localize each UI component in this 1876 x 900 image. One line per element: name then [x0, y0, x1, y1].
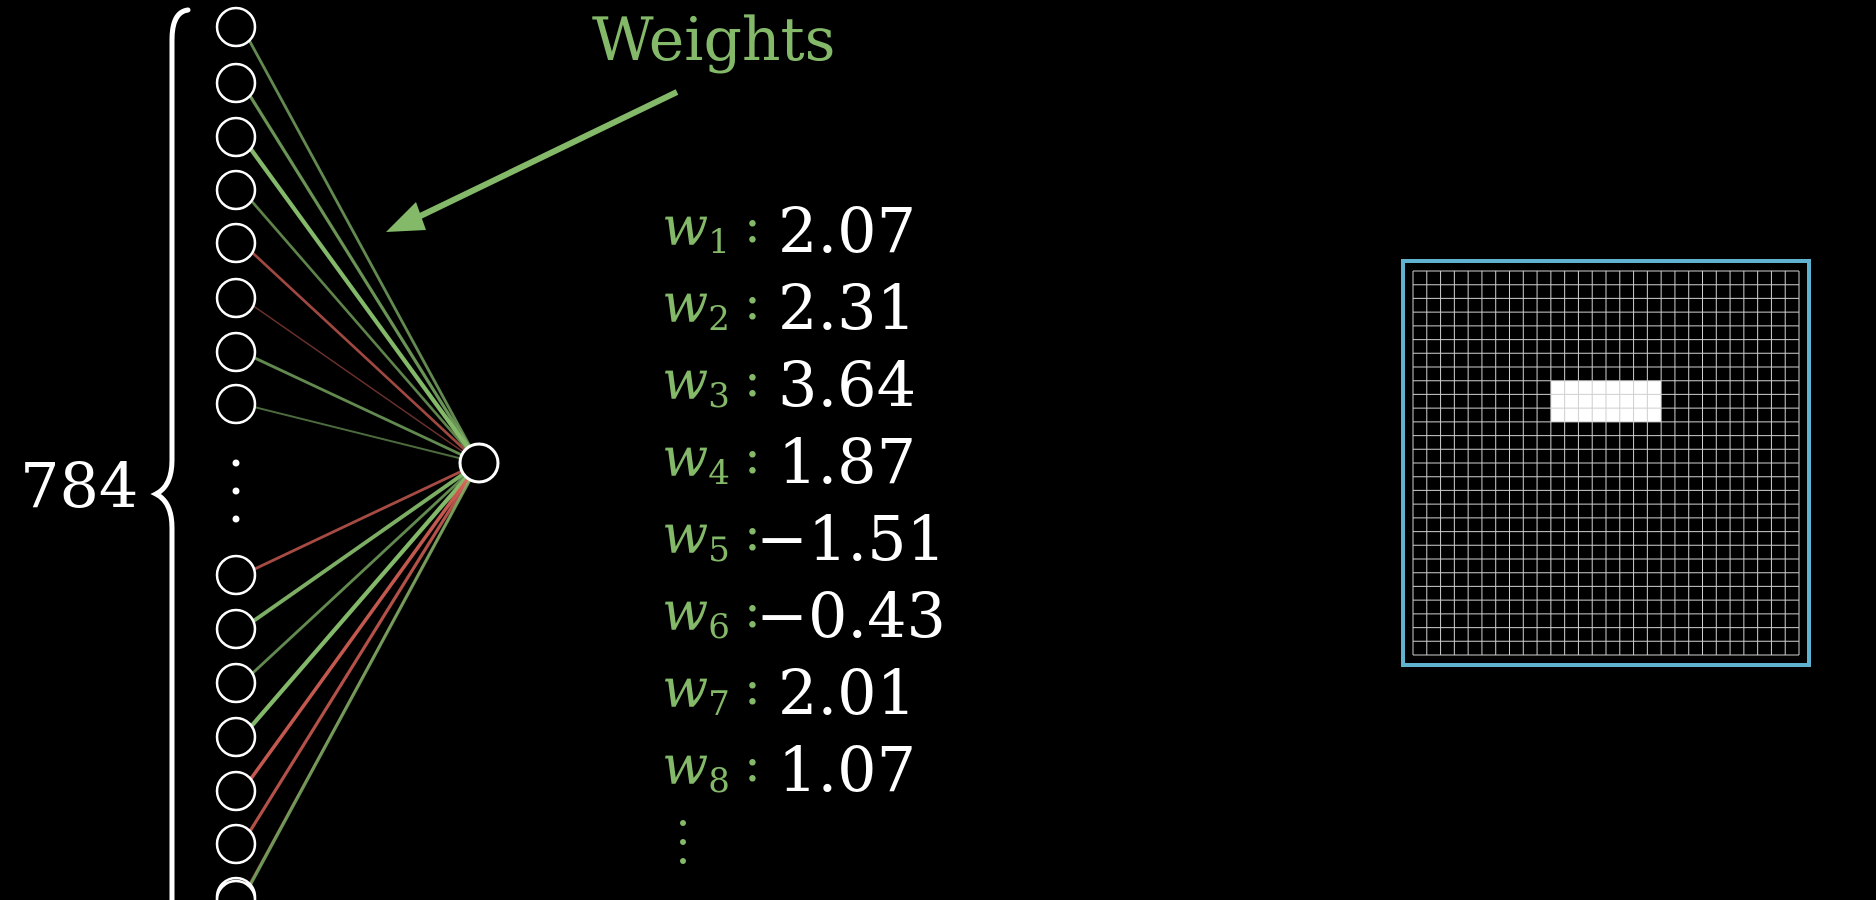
weight-connection-neg [241, 297, 480, 464]
weight-name: w5 [662, 503, 730, 570]
weights-ellipsis [680, 820, 692, 877]
weight-connection-neg [240, 461, 481, 793]
input-neuron [215, 116, 257, 158]
weight-connection-neg [240, 462, 481, 845]
weight-value: −0.43 [756, 579, 946, 652]
weight-value: −1.51 [756, 502, 946, 575]
input-brace [150, 7, 191, 900]
input-count-label: 784 [20, 449, 139, 522]
weight-connection-neg [241, 242, 480, 464]
weights-arrow-head [386, 202, 426, 232]
weight-value: 2.01 [778, 656, 917, 729]
weights-arrow-shaft [410, 89, 679, 223]
weight-value: 1.07 [778, 733, 917, 806]
input-neuron [215, 770, 257, 812]
input-neuron [215, 608, 257, 650]
input-neuron [215, 879, 257, 900]
weight-name: w2 [662, 272, 730, 339]
weight-name: w6 [662, 580, 730, 647]
pixel-grid [1401, 259, 1811, 667]
input-neuron [215, 331, 257, 373]
weight-name: w8 [662, 734, 730, 801]
weight-connection-pos [240, 462, 481, 900]
ellipsis-dot [232, 487, 240, 495]
input-neurons [215, 6, 257, 900]
weight-connection-pos [240, 135, 481, 465]
input-neuron [215, 662, 257, 704]
weight-connection-pos [241, 461, 480, 685]
input-neuron [215, 222, 257, 264]
weight-name: w3 [662, 349, 730, 416]
weight-value: 2.07 [778, 194, 917, 267]
input-neuron [215, 62, 257, 104]
weight-value: 1.87 [778, 425, 917, 498]
weights-title: Weights [592, 5, 836, 75]
weight-value: 3.64 [778, 348, 917, 421]
weight-connection-pos [241, 403, 480, 464]
weight-connection-pos [240, 461, 481, 631]
input-neuron [215, 6, 257, 48]
input-ellipsis [232, 459, 240, 523]
input-neuron [215, 169, 257, 211]
weight-connections [240, 26, 481, 900]
weight-value: 2.31 [778, 271, 917, 344]
weight-connection-neg [241, 461, 480, 577]
input-neuron [215, 277, 257, 319]
input-neuron [215, 823, 257, 865]
weight-connection-pos [240, 82, 481, 464]
input-neuron [215, 554, 257, 596]
ellipsis-dot [232, 459, 240, 467]
weight-connection-pos [240, 26, 481, 464]
weight-name: w4 [662, 426, 730, 493]
weight-connection-pos [240, 189, 481, 464]
ellipsis-dot [232, 515, 240, 523]
weight-connection-pos [241, 350, 480, 465]
output-neuron [458, 442, 500, 484]
weight-connection-pos [240, 461, 481, 739]
input-neuron [215, 716, 257, 758]
weight-name: w7 [662, 657, 730, 724]
input-neuron [215, 383, 257, 425]
weight-name: w1 [662, 195, 730, 262]
